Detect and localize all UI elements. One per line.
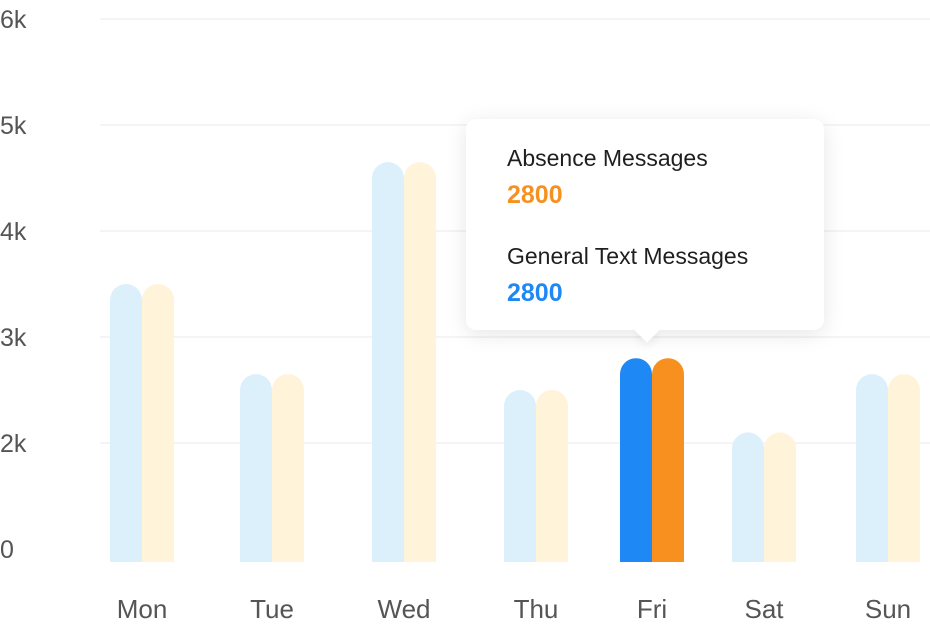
tooltip-general-label: General Text Messages (507, 243, 749, 269)
bar-group-sun[interactable] (856, 374, 920, 562)
y-tick-label: 2k (0, 430, 27, 458)
bar-absence-mon[interactable] (142, 284, 174, 562)
bar-group-thu[interactable] (504, 390, 568, 562)
y-tick-label: 4k (0, 218, 27, 246)
bar-general-fri[interactable] (620, 358, 652, 562)
bar-general-tue[interactable] (240, 374, 272, 562)
x-tick-label: Mon (117, 594, 168, 624)
bar-general-wed[interactable] (372, 162, 404, 562)
x-tick-label: Wed (378, 594, 431, 624)
bar-general-sun[interactable] (856, 374, 888, 562)
tooltip: Absence Messages 2800 General Text Messa… (466, 119, 824, 330)
bar-group-fri[interactable] (620, 358, 684, 562)
bar-absence-thu[interactable] (536, 390, 568, 562)
bar-group-sat[interactable] (732, 432, 796, 562)
bar-absence-sun[interactable] (888, 374, 920, 562)
bar-general-thu[interactable] (504, 390, 536, 562)
tooltip-absence-value: 2800 (507, 181, 563, 209)
y-tick-label: 3k (0, 324, 27, 352)
bar-absence-tue[interactable] (272, 374, 304, 562)
x-tick-label: Tue (250, 594, 294, 624)
tooltip-absence-label: Absence Messages (507, 145, 708, 171)
x-tick-label: Fri (637, 594, 667, 624)
y-tick-label: 5k (0, 112, 27, 140)
x-tick-label: Sat (744, 594, 784, 624)
bar-general-sat[interactable] (732, 432, 764, 562)
x-tick-label: Sun (865, 594, 911, 624)
y-tick-label: 0 (0, 536, 14, 564)
bar-group-mon[interactable] (110, 284, 174, 562)
bar-absence-fri[interactable] (652, 358, 684, 562)
x-tick-label: Thu (514, 594, 559, 624)
bar-group-tue[interactable] (240, 374, 304, 562)
bar-absence-sat[interactable] (764, 432, 796, 562)
tooltip-general-value: 2800 (507, 279, 563, 307)
y-tick-label: 6k (0, 6, 27, 34)
bar-absence-wed[interactable] (404, 162, 436, 562)
bar-group-wed[interactable] (372, 162, 436, 562)
bar-general-mon[interactable] (110, 284, 142, 562)
